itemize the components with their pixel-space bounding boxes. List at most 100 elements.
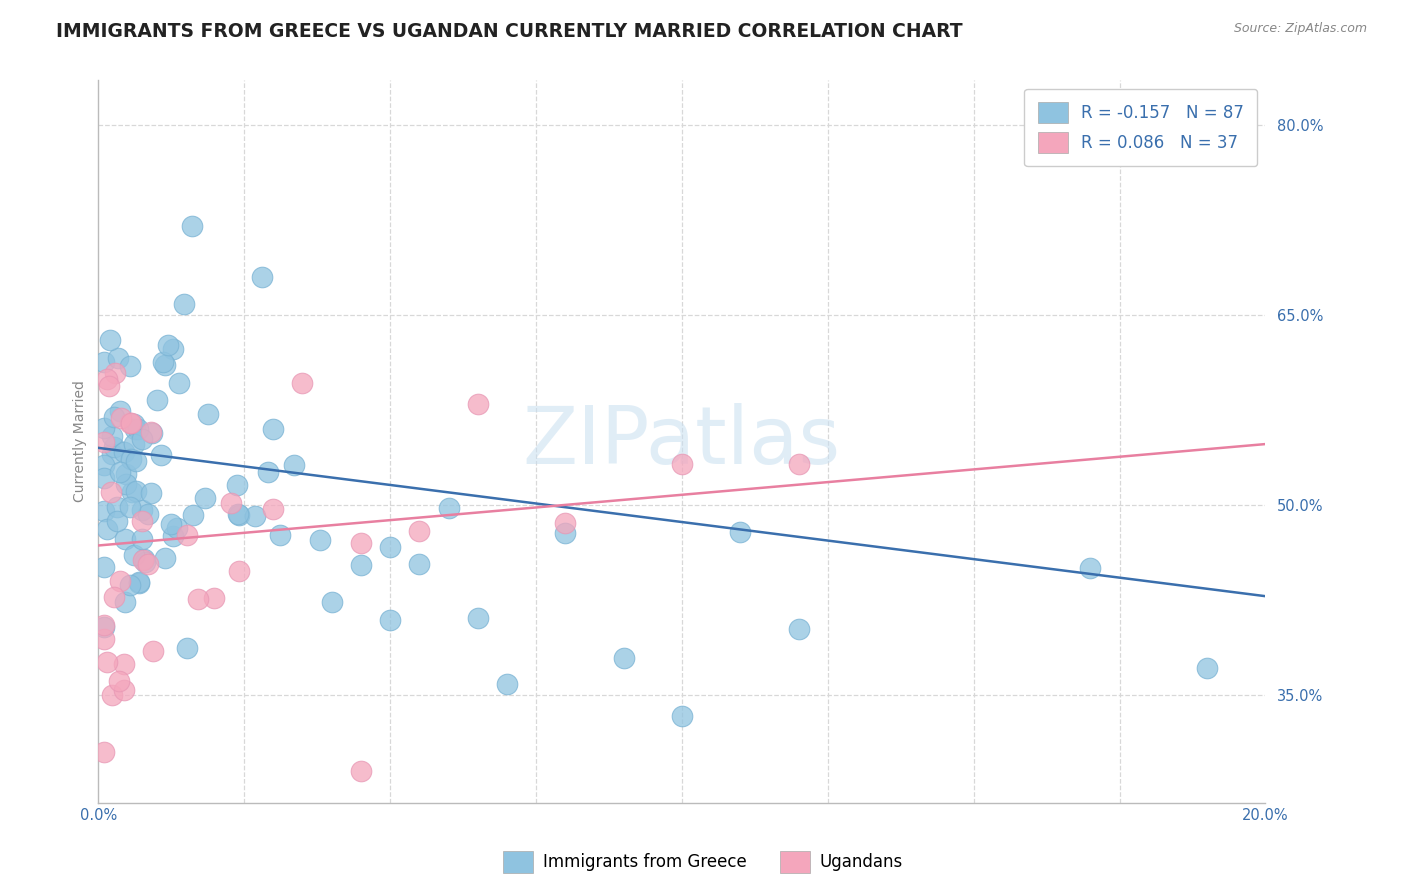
Point — [496, 677, 519, 691]
Point — [98, 379, 121, 393]
Point — [149, 449, 172, 463]
Point — [103, 410, 125, 425]
Point — [132, 551, 155, 566]
Point — [321, 595, 343, 609]
Point — [118, 416, 141, 430]
Point — [787, 457, 810, 471]
Point — [101, 447, 124, 461]
Point — [108, 465, 131, 479]
Point — [162, 529, 184, 543]
Point — [105, 500, 128, 514]
Point — [93, 458, 115, 473]
Point — [114, 595, 136, 609]
Point — [173, 297, 195, 311]
Point — [100, 485, 122, 500]
Point — [96, 655, 118, 669]
Point — [155, 551, 177, 566]
Point — [350, 764, 373, 778]
Point — [107, 351, 129, 366]
Point — [141, 425, 163, 439]
Text: IMMIGRANTS FROM GREECE VS UGANDAN CURRENTLY MARRIED CORRELATION CHART: IMMIGRANTS FROM GREECE VS UGANDAN CURREN… — [56, 22, 963, 41]
Point — [101, 429, 124, 443]
Point — [118, 578, 141, 592]
Point — [114, 477, 136, 491]
Point — [139, 485, 162, 500]
Point — [408, 524, 430, 538]
Point — [269, 528, 291, 542]
Point — [194, 491, 217, 505]
Point — [112, 683, 135, 698]
Point — [93, 421, 115, 435]
Point — [131, 514, 153, 528]
Point — [141, 644, 163, 658]
Point — [228, 507, 250, 521]
Point — [225, 477, 247, 491]
Point — [110, 404, 132, 418]
Point — [103, 590, 125, 604]
Point — [309, 533, 332, 547]
Point — [228, 508, 250, 523]
Point — [554, 516, 576, 530]
Point — [176, 528, 198, 542]
Point — [467, 397, 489, 411]
Y-axis label: Currently Married: Currently Married — [73, 381, 87, 502]
Point — [125, 454, 148, 468]
Point — [262, 422, 284, 436]
Point — [169, 376, 191, 391]
Point — [128, 576, 150, 591]
Point — [127, 422, 149, 436]
Point — [467, 611, 489, 625]
Point — [96, 372, 118, 386]
Point — [131, 532, 153, 546]
Point — [250, 269, 273, 284]
Point — [350, 558, 373, 572]
Point — [93, 620, 115, 634]
Point — [115, 467, 138, 482]
Point — [350, 535, 373, 549]
Point — [105, 514, 128, 528]
Point — [108, 574, 131, 589]
Point — [93, 632, 115, 646]
Point — [228, 564, 250, 578]
Point — [128, 575, 150, 590]
Point — [408, 558, 430, 572]
Point — [104, 366, 127, 380]
Point — [121, 485, 143, 500]
Point — [114, 532, 136, 546]
Point — [98, 333, 121, 347]
Point — [136, 557, 159, 571]
Point — [136, 507, 159, 521]
Point — [112, 657, 135, 672]
Point — [120, 452, 142, 467]
Point — [380, 541, 402, 555]
Point — [112, 445, 135, 459]
Point — [122, 549, 145, 563]
Point — [671, 457, 693, 471]
Point — [118, 359, 141, 373]
Point — [134, 555, 156, 569]
Point — [183, 508, 205, 523]
Text: Source: ZipAtlas.com: Source: ZipAtlas.com — [1233, 22, 1367, 36]
Point — [131, 432, 153, 446]
Point — [730, 525, 752, 540]
Point — [159, 517, 181, 532]
Text: ZIPatlas: ZIPatlas — [523, 402, 841, 481]
Point — [93, 471, 115, 485]
Point — [93, 745, 115, 759]
Point — [103, 440, 125, 454]
Point — [132, 552, 155, 566]
Point — [93, 504, 115, 518]
Point — [93, 617, 115, 632]
Legend: R = -0.157   N = 87, R = 0.086   N = 37: R = -0.157 N = 87, R = 0.086 N = 37 — [1024, 88, 1257, 167]
Point — [219, 496, 242, 510]
Point — [141, 425, 163, 440]
Point — [787, 623, 810, 637]
Point — [437, 500, 460, 515]
Point — [93, 435, 115, 450]
Point — [283, 458, 305, 472]
Point — [124, 437, 146, 451]
Point — [120, 417, 142, 431]
Point — [202, 591, 225, 606]
Point — [180, 219, 202, 233]
Point — [197, 408, 219, 422]
